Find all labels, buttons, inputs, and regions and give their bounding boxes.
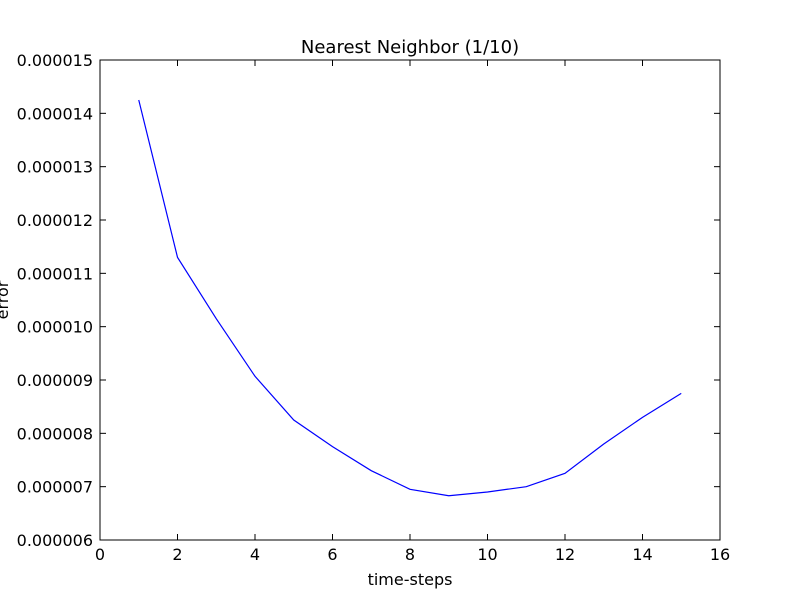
x-axis-label: time-steps [368, 570, 453, 589]
plot-frame [99, 59, 721, 541]
y-tick-label: 0.000013 [17, 158, 93, 177]
y-tick-label: 0.000007 [17, 478, 93, 497]
y-axis-label: error [0, 280, 12, 319]
y-tick-label: 0.000006 [17, 531, 93, 550]
x-tick-label: 16 [710, 545, 730, 564]
x-tick-label: 4 [250, 545, 260, 564]
x-tick-label: 0 [95, 545, 105, 564]
y-tick-label: 0.000015 [17, 51, 93, 70]
x-tick-label: 12 [555, 545, 575, 564]
y-tick-label: 0.000008 [17, 424, 93, 443]
x-tick-label: 2 [172, 545, 182, 564]
y-tick-label: 0.000014 [17, 104, 93, 123]
y-tick-label: 0.000012 [17, 211, 93, 230]
y-tick-label: 0.000010 [17, 318, 93, 337]
x-tick-label: 6 [327, 545, 337, 564]
x-tick-label: 8 [405, 545, 415, 564]
x-tick-label: 10 [477, 545, 497, 564]
ticks-layer: 0 2 4 6 8 10 12 14 16 0.000006 0.000007 0.000008 0.0… [17, 51, 731, 564]
y-tick-label: 0.000011 [17, 264, 93, 283]
x-tick-label: 14 [632, 545, 652, 564]
series-layer [138, 99, 682, 497]
chart-title: Nearest Neighbor (1/10) [301, 37, 519, 58]
y-tick-label: 0.000009 [17, 371, 93, 390]
series-line [138, 99, 682, 497]
